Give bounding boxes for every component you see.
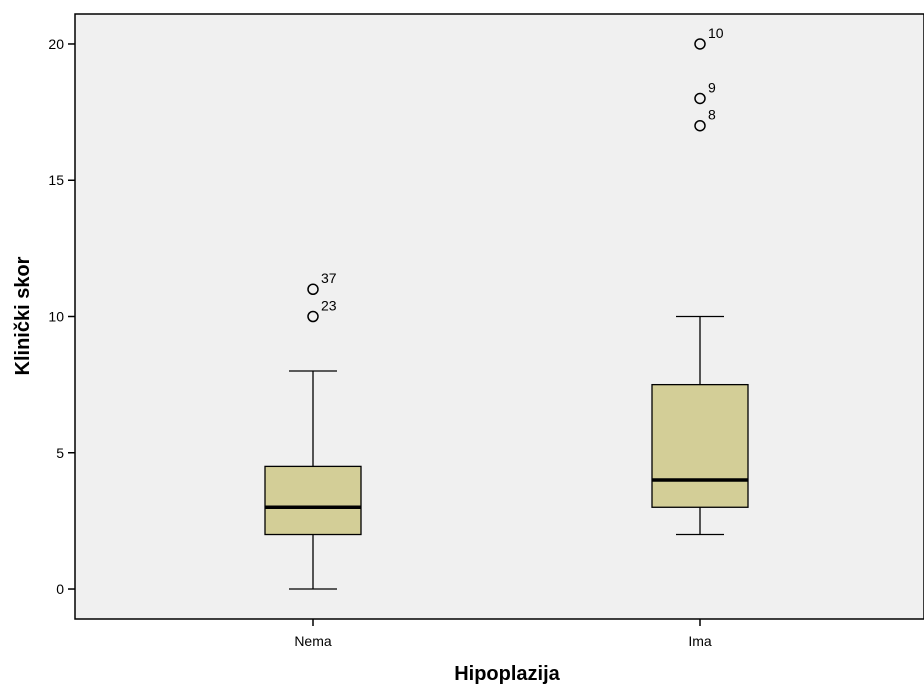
y-tick-label: 15 bbox=[48, 172, 64, 188]
y-axis: 0 5 10 15 20 bbox=[48, 36, 75, 597]
outlier-label: 10 bbox=[708, 25, 724, 41]
box-series: 23 37 8 9 10 bbox=[264, 25, 749, 590]
outlier-point bbox=[307, 310, 319, 323]
x-tick-label: Ima bbox=[688, 633, 712, 649]
y-axis-title: Klinički skor bbox=[12, 256, 34, 375]
box-iqr bbox=[264, 465, 362, 536]
outlier-point bbox=[307, 283, 319, 295]
x-tick-label: Nema bbox=[294, 633, 332, 649]
y-tick-label: 0 bbox=[56, 581, 64, 597]
plot-area bbox=[74, 13, 924, 620]
y-tick-label: 20 bbox=[48, 36, 64, 52]
box-group-ima: 8 9 10 bbox=[651, 25, 749, 536]
outlier-point bbox=[694, 119, 706, 132]
box-group-nema: 23 37 bbox=[264, 270, 362, 590]
x-axis-title: Hipoplazija bbox=[454, 663, 560, 685]
y-tick-label: 5 bbox=[56, 445, 64, 461]
outlier-label: 8 bbox=[708, 107, 716, 123]
outlier-label: 37 bbox=[321, 270, 337, 286]
y-tick-label: 10 bbox=[48, 309, 64, 325]
x-axis: Nema Ima bbox=[294, 619, 712, 649]
outlier-point bbox=[694, 38, 706, 50]
outlier-label: 23 bbox=[321, 298, 337, 314]
box-iqr bbox=[651, 383, 749, 508]
outlier-label: 9 bbox=[708, 79, 716, 95]
outlier-point bbox=[694, 92, 706, 105]
